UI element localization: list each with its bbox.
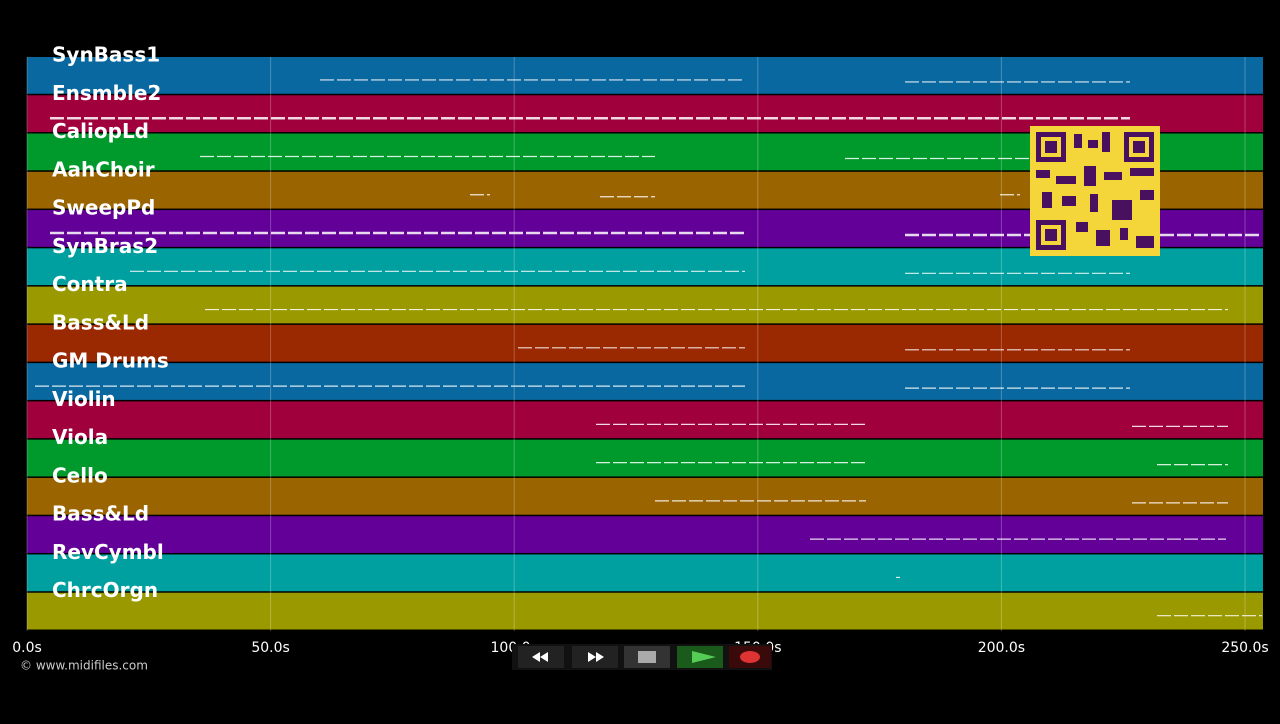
track-name: Contra: [52, 272, 128, 296]
play-button[interactable]: [677, 646, 723, 668]
track-lane: [27, 477, 1263, 515]
time-label: 200.0s: [978, 640, 1025, 656]
track-lane: [27, 439, 1263, 477]
track-name: Bass&Ld: [52, 310, 149, 334]
track-name: SweepPd: [52, 196, 155, 220]
time-label: 50.0s: [251, 640, 289, 656]
track-name: RevCymbl: [52, 540, 164, 564]
track-name: Ensmble2: [52, 81, 161, 105]
rewind-button[interactable]: [518, 646, 564, 668]
qr-code: [1030, 126, 1160, 256]
track-lane: [27, 286, 1263, 324]
time-label: 250.0s: [1221, 640, 1268, 656]
track-lane: [27, 57, 1263, 94]
track-lane: [27, 554, 1263, 592]
track-name: Cello: [52, 463, 108, 487]
track-name: CaliopLd: [52, 119, 149, 143]
track-name: Viola: [52, 425, 108, 449]
track-name: ChrcOrgn: [52, 578, 158, 602]
stop-button[interactable]: [624, 646, 670, 668]
track-lane: [27, 401, 1263, 439]
track-name: Violin: [52, 387, 116, 411]
time-label: 0.0s: [12, 640, 42, 656]
grid: [26, 57, 1246, 631]
track-lane: [27, 592, 1263, 630]
track-lane: [27, 363, 1263, 400]
transport-bar: [512, 644, 772, 670]
fast-forward-button[interactable]: [572, 646, 618, 668]
record-button[interactable]: [729, 646, 771, 668]
track-name: SynBras2: [52, 234, 158, 258]
track-name: SynBass1: [52, 43, 160, 67]
credit: © www.midifiles.com: [20, 659, 148, 673]
track-lane: [27, 95, 1263, 133]
track-lane: [27, 324, 1263, 362]
track-name: AahChoir: [52, 157, 155, 181]
track-name: Bass&Ld: [52, 502, 149, 526]
track-lane: [27, 516, 1263, 553]
notes: [35, 79, 1262, 617]
track-name: GM Drums: [52, 349, 169, 373]
